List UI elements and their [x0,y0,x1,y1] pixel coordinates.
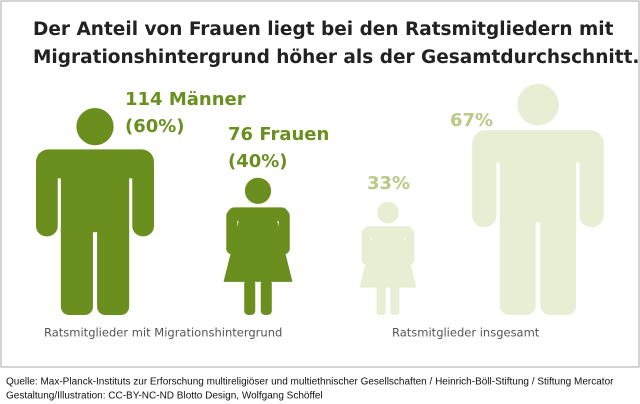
figure-label: 76 Frauen [228,124,329,145]
head [244,177,272,204]
figure [223,177,293,315]
source: Gestaltung/Illustration: CC-BY-NC-ND Blo… [6,391,323,402]
value-label: (60%) [125,116,185,137]
figure [472,83,604,315]
torso [499,139,577,223]
figure [359,201,417,315]
arm [132,157,154,237]
leg [376,285,386,315]
leg [390,285,400,315]
head [517,83,559,126]
leg [499,210,536,315]
dress [359,228,417,288]
arm [36,157,58,237]
arm [472,139,497,228]
chart-title: Der Anteil von Frauen liegt bei den Rats… [33,19,614,40]
leg [540,210,577,315]
group-label: Ratsmitglieder mit Migrationshintergrund [44,326,282,340]
leg [260,279,272,315]
source: Quelle: Max-Planck-Instituts zur Erforsc… [6,377,614,388]
dress [223,210,293,282]
chart-title: Migrationshintergrund höher als der Gesa… [33,47,639,68]
leg [97,221,130,315]
head [76,108,114,146]
arm [579,139,604,228]
leg [244,279,256,315]
head [377,201,399,224]
torso [60,157,130,233]
figure-label: 114 Männer [125,89,246,110]
value-label: 33% [367,173,410,194]
value-label: (40%) [228,151,288,172]
figure [36,108,154,315]
leg [60,221,93,315]
group-label: Ratsmitglieder insgesamt [392,326,540,340]
value-label: 67% [450,110,493,131]
